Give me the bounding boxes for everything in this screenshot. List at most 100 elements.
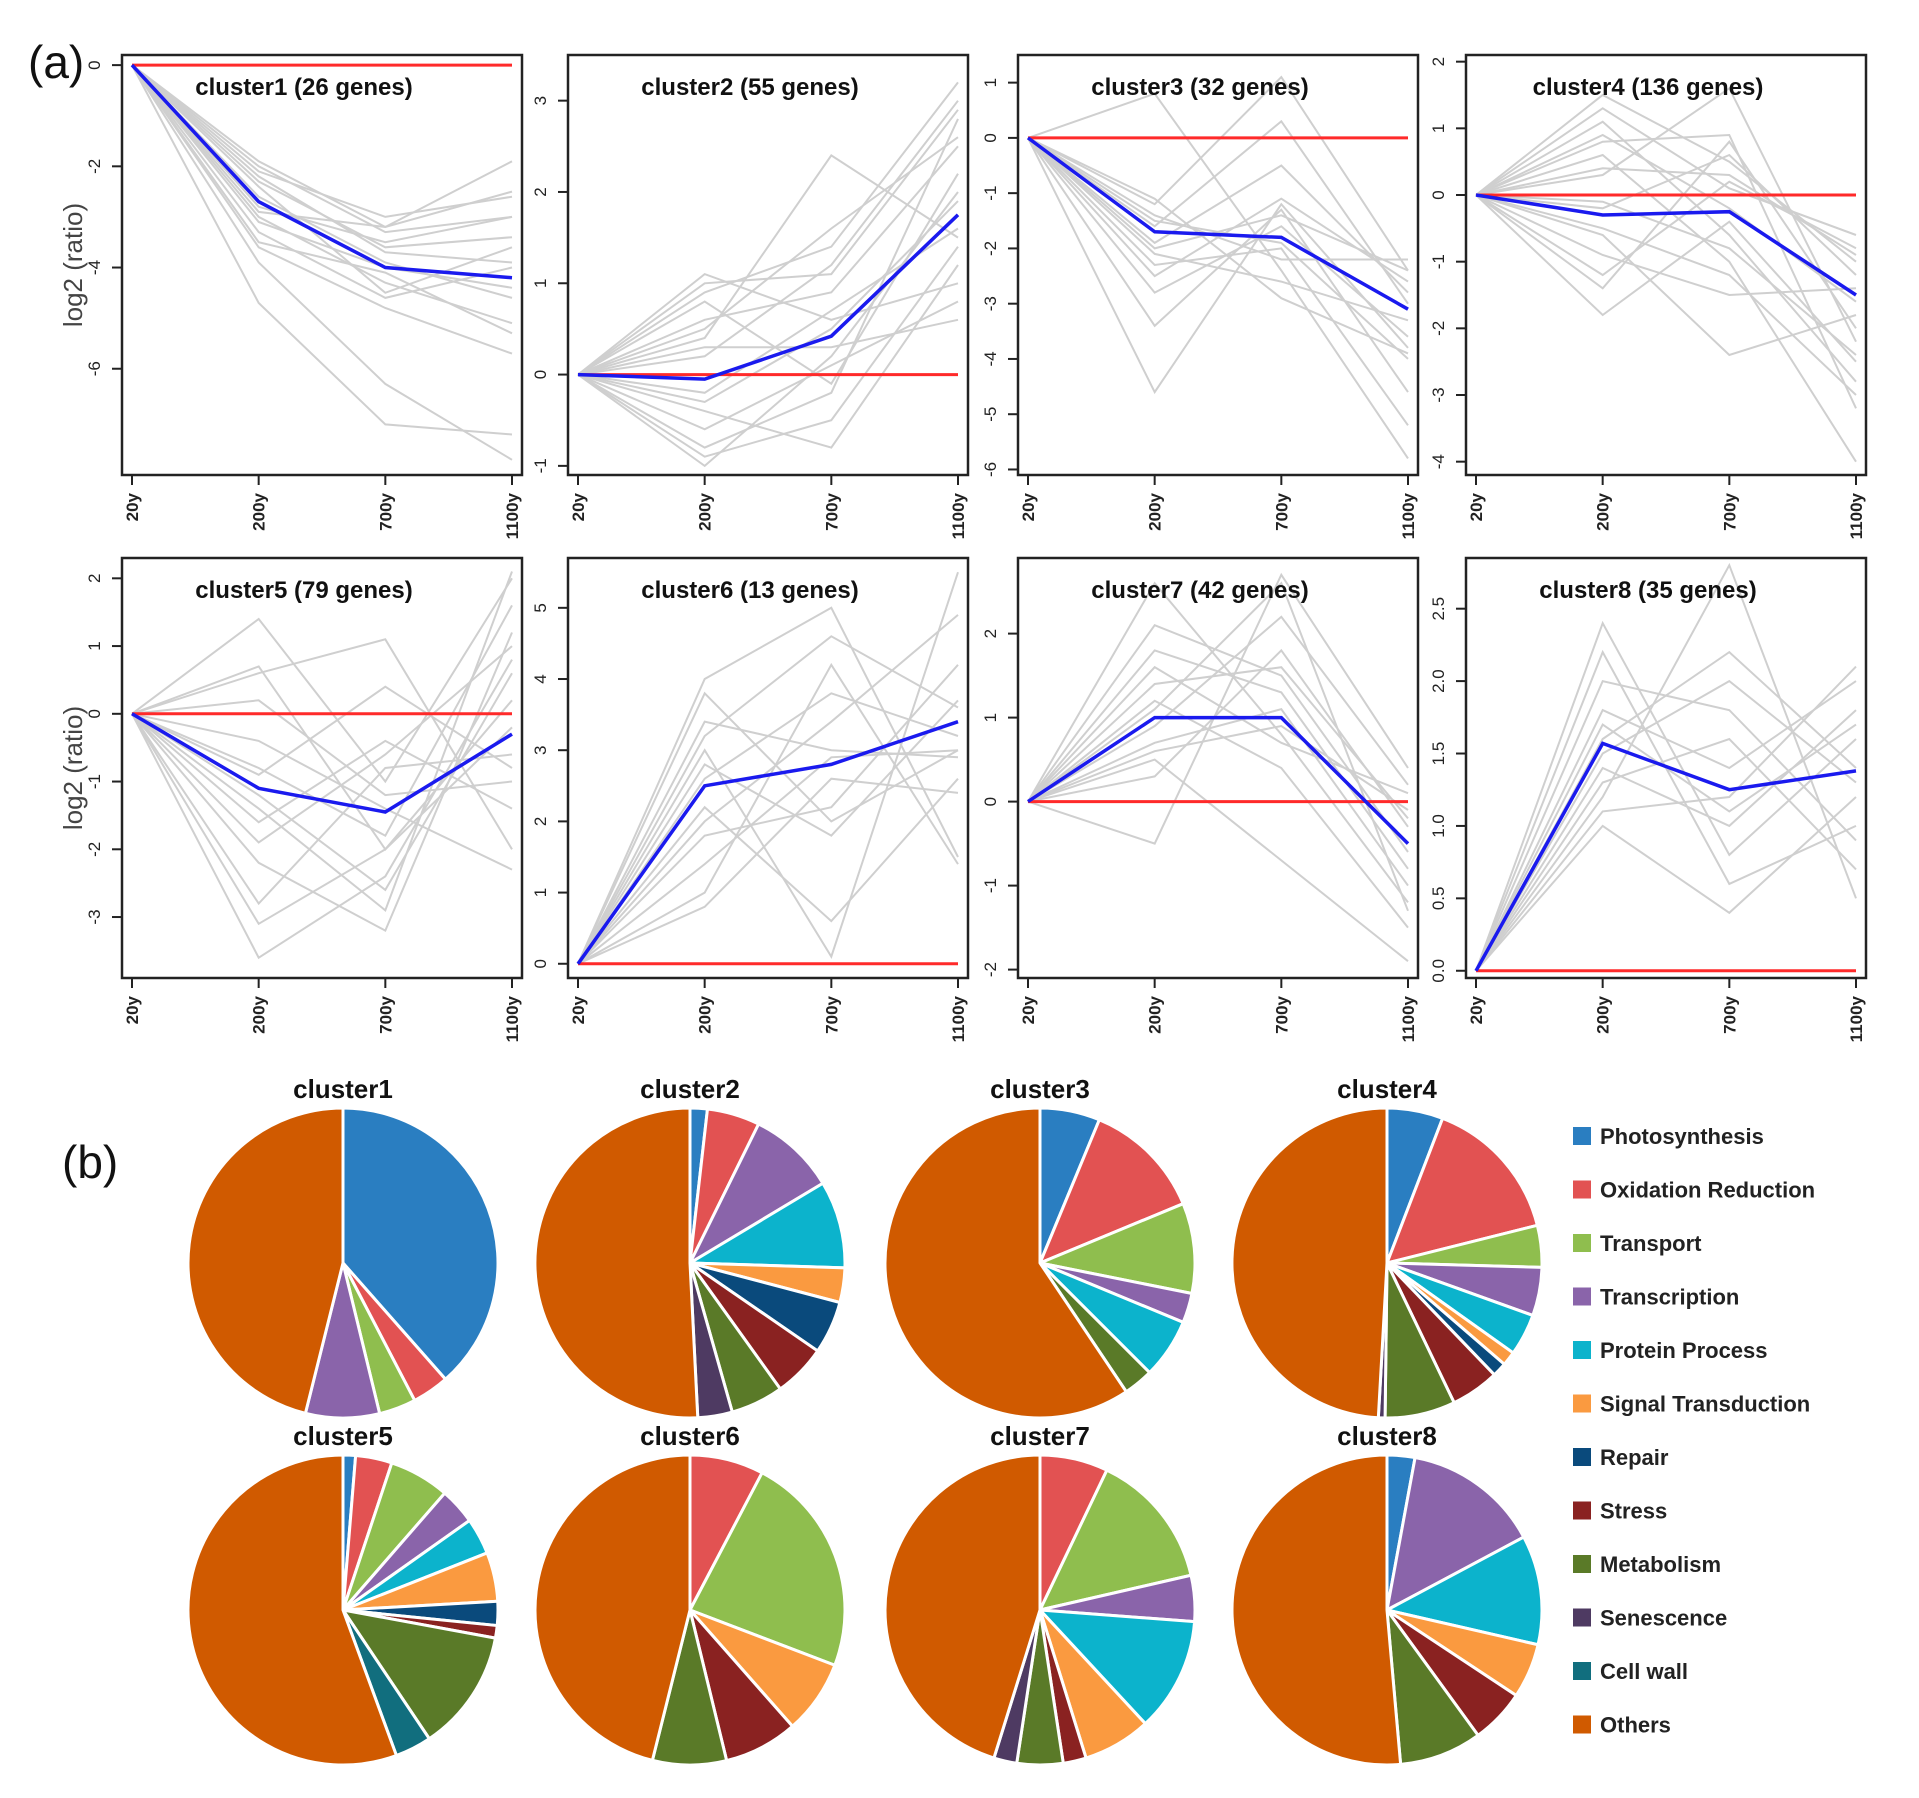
cluster2-line-chart: cluster2 (55 genes) 3 2 1 0 -1 20y 200y 700y 1100… bbox=[531, 53, 970, 539]
legend-label: Senescence bbox=[1600, 1606, 1727, 1631]
legend-swatch bbox=[1573, 1180, 1591, 1199]
gene-profile-line-14 bbox=[131, 685, 513, 776]
gene-profile-line-9 bbox=[577, 173, 959, 386]
legend-label: Protein Process bbox=[1600, 1338, 1768, 1363]
y-tick-label: 1 bbox=[531, 279, 550, 288]
y-tick-label: -5 bbox=[981, 407, 1000, 422]
x-tick-label: 1100y bbox=[1399, 492, 1418, 539]
y-tick-label: -6 bbox=[85, 361, 104, 376]
x-tick-label: 20y bbox=[569, 492, 588, 521]
gene-profile-line-9 bbox=[131, 712, 513, 871]
gene-profile-line-4 bbox=[577, 614, 959, 965]
gene-profile-line-5 bbox=[131, 64, 513, 436]
y-tick-label: 2.0 bbox=[1429, 669, 1448, 693]
gene-profile-line-11 bbox=[1027, 137, 1409, 272]
gene-profile-line-13 bbox=[1475, 194, 1857, 396]
pie-slice-others bbox=[186, 1106, 345, 1415]
gene-profile-line-7 bbox=[131, 713, 513, 906]
gene-profile-line-5 bbox=[577, 264, 959, 449]
y-tick-label: -4 bbox=[981, 351, 1000, 366]
gene-profile-line-2 bbox=[1027, 75, 1409, 272]
gene-profile-line-10 bbox=[577, 778, 959, 965]
gene-profile-line-3 bbox=[1027, 758, 1409, 962]
x-tick-label: 1100y bbox=[1847, 492, 1866, 539]
y-tick-label: -3 bbox=[981, 296, 1000, 311]
y-tick-label: 1.5 bbox=[1429, 742, 1448, 766]
x-tick-label: 20y bbox=[123, 995, 142, 1024]
gene-profile-line-11 bbox=[577, 635, 959, 965]
gene-profile-line-12 bbox=[1027, 119, 1409, 305]
legend-item-transport: Transport bbox=[1573, 1231, 1702, 1256]
cluster-title: cluster7 (42 genes) bbox=[1091, 577, 1308, 604]
cluster-mean-line bbox=[576, 720, 959, 965]
x-tick-label: 700y bbox=[376, 492, 395, 530]
legend-item-cell-wall: Cell wall bbox=[1573, 1659, 1688, 1684]
cluster-mean-line bbox=[1026, 136, 1409, 311]
pie-slice-transcription bbox=[688, 1122, 825, 1265]
y-tick-label: 1 bbox=[1429, 124, 1448, 133]
gene-profile-line-12 bbox=[1027, 724, 1409, 811]
legend-label: Repair bbox=[1600, 1445, 1669, 1470]
plot-frame bbox=[1016, 556, 1420, 980]
cluster5-pie-chart: cluster5 bbox=[186, 1421, 500, 1767]
y-tick-label: -3 bbox=[1429, 387, 1448, 402]
y-axis-label: log2 (ratio) bbox=[58, 203, 88, 327]
pie-slice-metabolism bbox=[1385, 1608, 1480, 1766]
cluster-mean-line bbox=[1474, 741, 1857, 972]
legend-label: Metabolism bbox=[1600, 1552, 1721, 1577]
gene-profile-line-0 bbox=[131, 577, 513, 784]
x-tick-label: 1100y bbox=[1847, 995, 1866, 1042]
pie-slice-transport bbox=[688, 1471, 847, 1667]
legend-swatch bbox=[1573, 1555, 1591, 1573]
pie-slice-transport bbox=[1038, 1202, 1197, 1295]
gene-profile-line-2 bbox=[131, 638, 513, 850]
x-tick-label: 200y bbox=[1594, 492, 1613, 530]
cluster-title: cluster4 (136 genes) bbox=[1533, 74, 1764, 101]
y-tick-label: 1 bbox=[85, 641, 104, 650]
gene-profile-line-2 bbox=[1027, 666, 1409, 820]
y-tick-label: -1 bbox=[981, 186, 1000, 201]
gene-profile-line-8 bbox=[1475, 120, 1857, 383]
cluster6-line-chart: cluster6 (13 genes) 5 4 3 2 1 0 20y 200y 700y 1100… bbox=[531, 556, 970, 1042]
gene-profile-line-10 bbox=[577, 227, 959, 394]
cluster-title: cluster2 (55 genes) bbox=[641, 74, 858, 101]
y-tick-label: 3 bbox=[531, 745, 550, 754]
legend-label: Stress bbox=[1600, 1499, 1667, 1524]
legend-label: Photosynthesis bbox=[1600, 1124, 1764, 1149]
legend-item-repair: Repair bbox=[1573, 1445, 1669, 1470]
gene-profile-line-13 bbox=[131, 64, 513, 264]
y-tick-label: 1 bbox=[981, 78, 1000, 87]
x-tick-label: 1100y bbox=[949, 995, 968, 1042]
legend-label: Others bbox=[1600, 1713, 1671, 1738]
panel-a-label: (a) bbox=[28, 36, 84, 88]
cluster7-pie-chart: cluster7 bbox=[883, 1421, 1197, 1767]
pie-slice-photosynthesis bbox=[341, 1106, 500, 1381]
y-tick-label: -4 bbox=[85, 260, 104, 275]
cluster4-pie-chart: cluster4 bbox=[1230, 1074, 1544, 1420]
x-tick-label: 200y bbox=[250, 995, 269, 1033]
y-tick-label: 2.5 bbox=[1429, 597, 1448, 621]
x-tick-label: 700y bbox=[1720, 995, 1739, 1033]
gene-profile-line-6 bbox=[1475, 153, 1857, 463]
cluster-mean-line bbox=[1475, 193, 1857, 297]
pie-title: cluster5 bbox=[293, 1421, 393, 1451]
gene-profile-line-12 bbox=[131, 64, 513, 289]
cluster4-line-chart: cluster4 (136 genes) 2 1 0 -1 -2 -3 -4 20y 200y 70… bbox=[1429, 53, 1868, 539]
pie-title: cluster7 bbox=[990, 1421, 1090, 1451]
gene-profile-line-2 bbox=[577, 662, 959, 965]
x-tick-label: 700y bbox=[822, 995, 841, 1033]
legend-label: Oxidation Reduction bbox=[1600, 1178, 1815, 1203]
gene-profile-line-11 bbox=[131, 64, 513, 229]
gene-profile-line-14 bbox=[131, 64, 513, 355]
gene-profile-line-0 bbox=[1027, 581, 1409, 904]
cluster-mean-line bbox=[131, 712, 513, 814]
legend-item-metabolism: Metabolism bbox=[1573, 1552, 1721, 1577]
y-tick-label: -4 bbox=[1429, 454, 1448, 469]
cluster-mean-line bbox=[130, 63, 513, 280]
cluster1-line-chart: cluster1 (26 genes) 0 -2 -4 -6 20y 200y 700y 110… bbox=[58, 53, 524, 539]
gene-profile-line-0 bbox=[131, 64, 513, 234]
gene-profile-line-0 bbox=[577, 81, 959, 376]
y-tick-label: -2 bbox=[981, 241, 1000, 256]
cluster3-line-chart: cluster3 (32 genes) 1 0 -1 -2 -3 -4 -5 -6 20y 200y… bbox=[981, 53, 1420, 539]
